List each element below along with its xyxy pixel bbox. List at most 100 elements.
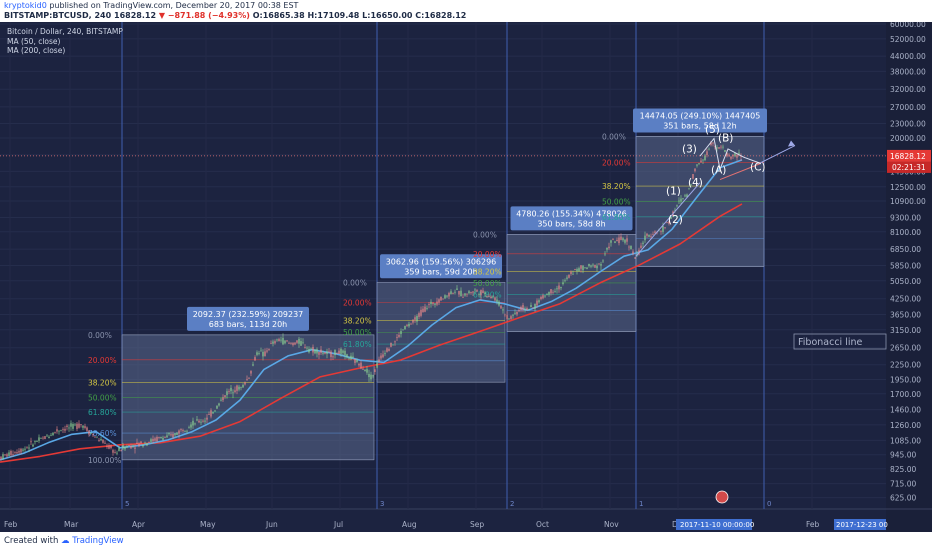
candle-body: [52, 432, 54, 436]
candle-body: [712, 142, 714, 144]
candle-body: [362, 368, 364, 370]
candle-body: [236, 385, 238, 391]
candle-body: [8, 452, 10, 457]
candle-body: [480, 289, 482, 296]
candle-body: [282, 337, 284, 345]
price-axis-tick-label: 1085.00: [890, 436, 921, 445]
candle-body: [688, 188, 690, 190]
candle-body: [144, 442, 146, 444]
candle-body: [344, 350, 346, 356]
tradingview-brand[interactable]: TradingView: [72, 536, 124, 546]
candle-body: [208, 414, 210, 415]
tradingview-logo-icon: ☁: [61, 536, 70, 546]
candle-body: [238, 386, 240, 390]
price-axis-tick-label: 715.00: [890, 480, 916, 489]
candle-body: [444, 295, 446, 299]
candle-body: [538, 300, 540, 303]
candle-body: [722, 146, 724, 148]
fib-level-label: 20.00%: [602, 158, 631, 167]
candle-body: [422, 308, 424, 313]
candle-body: [442, 298, 444, 300]
candle-body: [440, 297, 442, 301]
candle-body: [720, 146, 722, 148]
candle-body: [616, 239, 618, 242]
candle-body: [482, 290, 484, 294]
candle-body: [342, 350, 344, 353]
candle-body: [436, 301, 438, 305]
candle-body: [528, 309, 530, 311]
candle-body: [402, 329, 404, 331]
candle-body: [146, 443, 148, 446]
candle-body: [532, 307, 534, 309]
candle-body: [260, 350, 262, 352]
fib-level-label: 0.00%: [602, 132, 626, 141]
candle-body: [548, 292, 550, 295]
candle-body: [280, 339, 282, 341]
measure-label-box: [633, 108, 767, 133]
candle-body: [24, 448, 26, 450]
candle-body: [10, 451, 12, 456]
candle-body: [256, 352, 258, 355]
candle-body: [560, 286, 562, 289]
time-axis-tick-label: Oct: [536, 520, 549, 529]
candle-body: [704, 155, 706, 161]
time-axis-tick-label: Mar: [64, 520, 79, 529]
candle-body: [294, 342, 296, 345]
price-axis-tick-label: 2650.00: [890, 344, 921, 353]
end-date-text: 2017-12-23 00: [836, 521, 888, 529]
candle-body: [388, 348, 390, 351]
candle-body: [558, 285, 560, 290]
candle-body: [40, 437, 42, 439]
candle-body: [340, 348, 342, 354]
measure-label-line2: 359 bars, 59d 20h: [404, 267, 477, 276]
author-link[interactable]: kryptokid0: [4, 1, 47, 10]
candle-body: [414, 317, 416, 320]
candle-body: [70, 423, 72, 427]
candle-body: [272, 341, 274, 344]
candle-body: [642, 242, 644, 244]
price-chart[interactable]: 625.00715.00825.00945.001085.001260.0014…: [0, 22, 932, 532]
candle-body: [72, 424, 74, 429]
candle-body: [576, 269, 578, 272]
candle-body: [652, 234, 654, 236]
candle-body: [158, 437, 160, 438]
candle-body: [286, 340, 288, 342]
candle-body: [596, 265, 598, 269]
candle-body: [734, 153, 736, 157]
footer-bar: Created with ☁ TradingView: [0, 532, 932, 550]
candle-body: [234, 390, 236, 393]
candle-body: [450, 291, 452, 295]
price-axis-tick-label: 23000.00: [890, 119, 926, 128]
time-axis-tick-label: Sep: [470, 520, 484, 529]
candle-body: [496, 299, 498, 302]
wave-label: (A): [711, 165, 726, 177]
candle-body: [604, 253, 606, 255]
candle-body: [112, 450, 114, 453]
legend-ma200: MA (200, close): [7, 46, 65, 55]
wave-label: (C): [750, 162, 766, 174]
candle-body: [660, 231, 662, 233]
fib-level-label: 20.00%: [88, 356, 117, 365]
candle-body: [662, 226, 664, 232]
candle-body: [2, 454, 4, 459]
candle-body: [310, 348, 312, 350]
candle-body: [192, 420, 194, 426]
cycle-number: 2: [510, 500, 514, 508]
candle-body: [644, 235, 646, 241]
price-axis-tick-label: 20000.00: [890, 134, 926, 143]
candle-body: [302, 342, 304, 344]
countdown-tag: [887, 161, 931, 173]
candle-body: [124, 446, 126, 450]
candle-body: [534, 303, 536, 309]
time-axis-tick-label: Apr: [132, 520, 146, 529]
candle-body: [50, 435, 52, 437]
candle-body: [140, 441, 142, 444]
candle-body: [614, 241, 616, 243]
candle-body: [694, 168, 696, 172]
candle-body: [680, 198, 682, 202]
price-axis-tick-label: 12500.00: [890, 183, 926, 192]
price-axis-tick-label: 8100.00: [890, 228, 921, 237]
candle-body: [78, 423, 80, 428]
candle-body: [472, 291, 474, 293]
